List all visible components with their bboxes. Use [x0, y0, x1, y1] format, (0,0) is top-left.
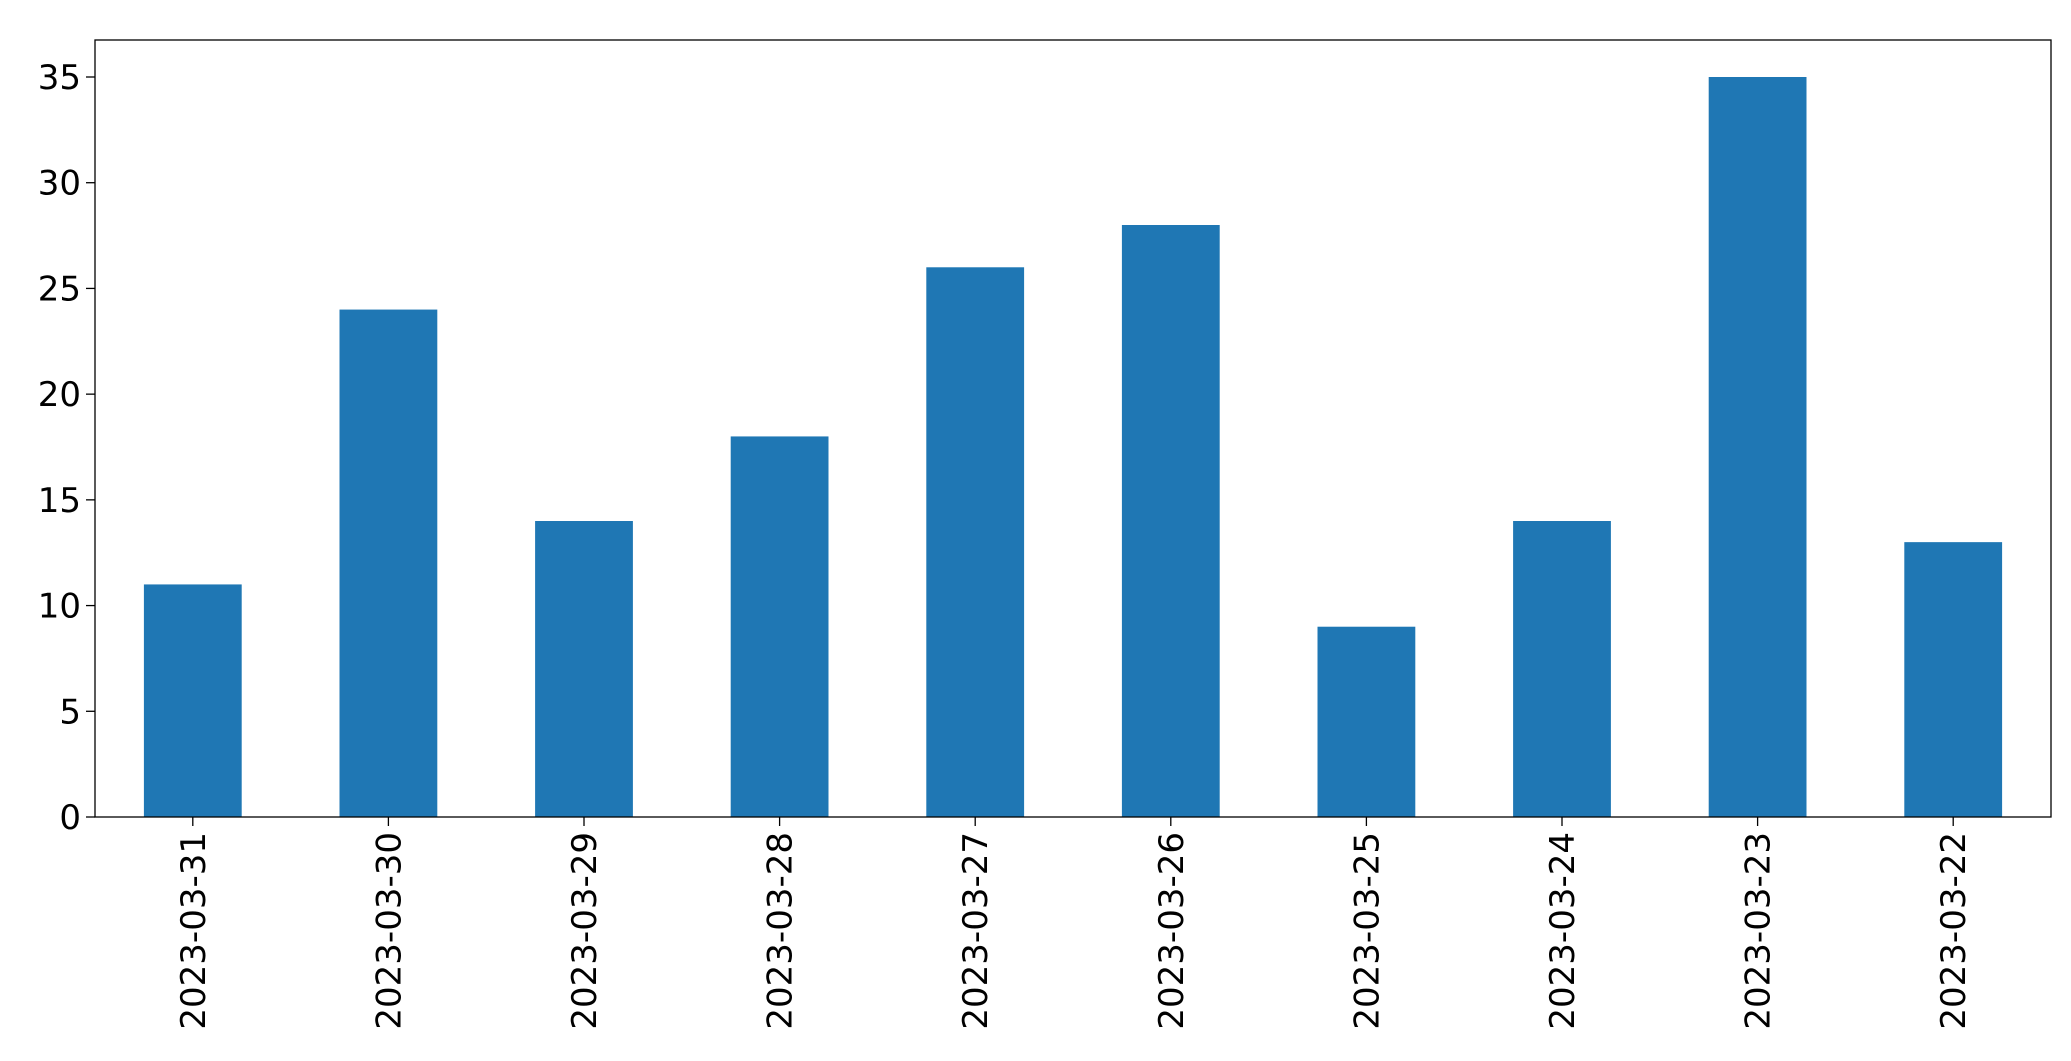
y-tick-label: 15 [38, 481, 81, 521]
y-tick-label: 10 [38, 587, 81, 627]
y-tick-label: 5 [59, 692, 81, 732]
y-tick-label: 35 [38, 58, 81, 98]
y-tick-label: 30 [38, 164, 81, 204]
bar [1317, 626, 1416, 817]
x-tick-label: 2023-03-25 [1347, 832, 1387, 1030]
bar [143, 584, 242, 817]
bar [1121, 225, 1220, 817]
x-tick-label: 2023-03-31 [174, 832, 214, 1030]
plot-frame [94, 39, 2052, 818]
bar [730, 436, 829, 817]
bar [926, 267, 1025, 817]
y-tick-label: 0 [59, 798, 81, 838]
x-tick-label: 2023-03-27 [956, 832, 996, 1030]
bar [535, 521, 633, 817]
bar [339, 309, 438, 817]
x-tick-label: 2023-03-28 [761, 832, 801, 1030]
x-tick-label: 2023-03-30 [369, 832, 409, 1030]
x-tick-label: 2023-03-26 [1152, 832, 1192, 1030]
x-tick-label: 2023-03-24 [1543, 832, 1583, 1030]
x-tick-label: 2023-03-29 [565, 832, 605, 1030]
x-tick-label: 2023-03-22 [1934, 832, 1974, 1030]
x-tick-label: 2023-03-23 [1739, 832, 1779, 1030]
bar [1904, 542, 2003, 817]
y-tick-label: 25 [38, 269, 81, 309]
bar [1513, 521, 1611, 817]
y-tick-label: 20 [38, 375, 81, 415]
bar [1708, 77, 1807, 817]
